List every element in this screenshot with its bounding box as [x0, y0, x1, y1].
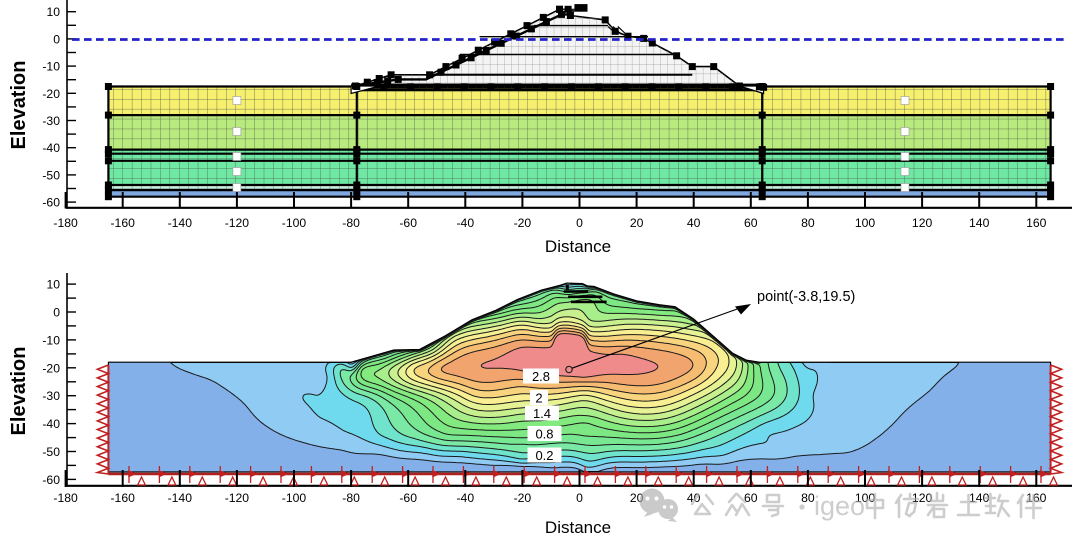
svg-text:point(-3.8,19.5): point(-3.8,19.5) — [757, 289, 855, 305]
svg-text:140: 140 — [969, 216, 990, 230]
svg-text:-40: -40 — [42, 141, 60, 155]
svg-text:-80: -80 — [342, 491, 360, 505]
svg-text:120: 120 — [912, 491, 933, 505]
svg-text:-20: -20 — [514, 491, 532, 505]
svg-text:Distance: Distance — [545, 518, 611, 537]
svg-text:-180: -180 — [53, 491, 78, 505]
svg-text:10: 10 — [46, 5, 60, 19]
svg-text:-120: -120 — [225, 216, 250, 230]
svg-text:-60: -60 — [42, 196, 60, 210]
svg-text:120: 120 — [912, 216, 933, 230]
svg-text:100: 100 — [855, 491, 876, 505]
svg-text:-30: -30 — [42, 114, 60, 128]
svg-text:Elevation: Elevation — [8, 347, 30, 436]
svg-text:1.4: 1.4 — [533, 406, 551, 421]
svg-text:60: 60 — [744, 216, 758, 230]
svg-text:20: 20 — [630, 216, 644, 230]
svg-text:-20: -20 — [42, 87, 60, 101]
svg-text:-140: -140 — [168, 491, 193, 505]
svg-text:-50: -50 — [42, 445, 60, 459]
svg-text:0.2: 0.2 — [535, 448, 553, 463]
svg-text:-60: -60 — [399, 491, 417, 505]
svg-text:100: 100 — [855, 216, 876, 230]
svg-text:0.8: 0.8 — [535, 426, 553, 441]
svg-text:-60: -60 — [399, 216, 417, 230]
svg-text:-20: -20 — [514, 216, 532, 230]
svg-text:Elevation: Elevation — [8, 61, 30, 150]
svg-text:160: 160 — [1026, 216, 1047, 230]
svg-text:-120: -120 — [225, 491, 250, 505]
svg-text:-140: -140 — [168, 216, 193, 230]
svg-text:-100: -100 — [282, 216, 307, 230]
svg-text:-40: -40 — [42, 417, 60, 431]
svg-text:0: 0 — [53, 306, 60, 320]
svg-text:-160: -160 — [110, 216, 135, 230]
svg-text:-80: -80 — [342, 216, 360, 230]
svg-text:-100: -100 — [282, 491, 307, 505]
svg-text:10: 10 — [46, 278, 60, 292]
svg-text:Distance: Distance — [545, 237, 611, 256]
svg-text:2.8: 2.8 — [532, 369, 550, 384]
svg-text:-40: -40 — [456, 491, 474, 505]
svg-text:0: 0 — [53, 32, 60, 46]
svg-text:0: 0 — [576, 216, 583, 230]
svg-text:60: 60 — [744, 491, 758, 505]
svg-text:-40: -40 — [456, 216, 474, 230]
svg-text:80: 80 — [801, 491, 815, 505]
svg-text:-180: -180 — [53, 216, 78, 230]
svg-text:-20: -20 — [42, 361, 60, 375]
svg-text:-30: -30 — [42, 389, 60, 403]
svg-text:2: 2 — [535, 390, 542, 405]
svg-text:-160: -160 — [110, 491, 135, 505]
svg-text:0: 0 — [576, 491, 583, 505]
svg-text:-10: -10 — [42, 60, 60, 74]
svg-text:-10: -10 — [42, 333, 60, 347]
svg-text:igeo: igeo — [814, 491, 865, 521]
svg-text:40: 40 — [687, 216, 701, 230]
svg-text:80: 80 — [801, 216, 815, 230]
svg-text:-50: -50 — [42, 168, 60, 182]
svg-text:-60: -60 — [42, 473, 60, 487]
